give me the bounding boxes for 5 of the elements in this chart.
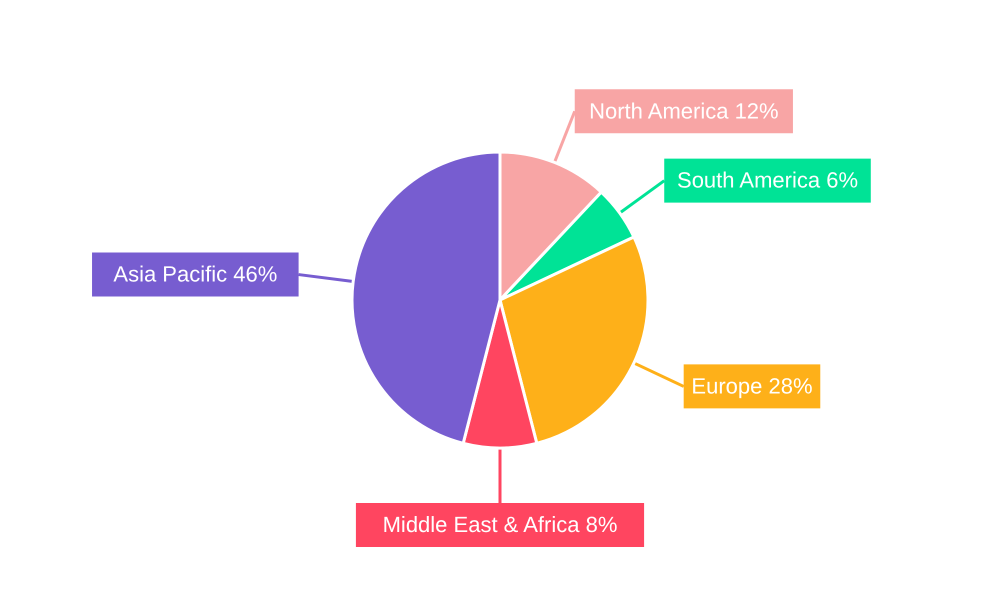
- slice-label: Europe 28%: [691, 373, 813, 398]
- slice-label: North America 12%: [589, 98, 779, 124]
- slice-label: South America 6%: [677, 168, 858, 193]
- slice-label: Middle East & Africa 8%: [382, 512, 618, 537]
- slice-label: Asia Pacific 46%: [113, 262, 278, 287]
